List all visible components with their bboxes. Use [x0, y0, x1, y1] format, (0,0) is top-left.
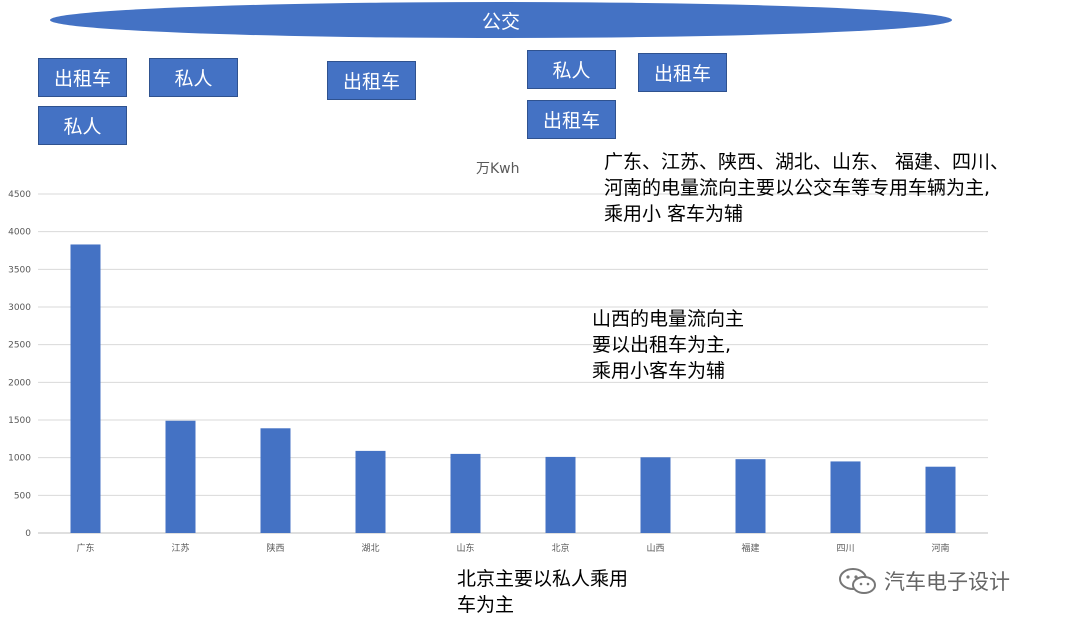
note-line: 广东、江苏、陕西、湖北、山东、 福建、四川、: [604, 151, 1010, 173]
x-tick-label: 江苏: [171, 542, 189, 554]
x-tick-label: 山东: [456, 542, 474, 554]
y-tick-label: 4500: [8, 190, 31, 200]
y-tick-label: 1500: [8, 416, 31, 426]
header-label: 公交: [481, 10, 520, 33]
bar: [70, 244, 101, 533]
note-bus-provinces: 广东、江苏、陕西、湖北、山东、 福建、四川、 河南的电量流向主要以公交车等专用车…: [604, 149, 1009, 227]
note-line: 河南的电量流向主要以公交车等专用车辆为主,: [604, 177, 991, 199]
y-tick-label: 3500: [8, 265, 31, 275]
note-line: 乘用小 客车为辅: [604, 203, 744, 225]
tag-taxi: 出租车: [638, 53, 727, 92]
header-ellipse: 公交: [50, 2, 952, 38]
bar: [450, 453, 481, 533]
x-tick-label: 北京: [551, 542, 569, 554]
note-shanxi: 山西的电量流向主 要以出租车为主, 乘用小客车为辅: [592, 306, 744, 384]
tag-private: 私人: [149, 58, 238, 97]
y-tick-label: 2500: [8, 341, 31, 351]
bar: [545, 456, 576, 533]
tag-taxi: 出租车: [527, 100, 616, 139]
y-tick-label: 500: [14, 491, 31, 501]
bar: [355, 450, 386, 533]
y-tick-label: 2000: [8, 378, 31, 388]
x-tick-label: 河南: [931, 542, 949, 554]
note-line: 乘用小客车为辅: [592, 360, 726, 382]
y-tick-label: 4000: [8, 228, 31, 238]
bar: [735, 459, 766, 533]
tag-private: 私人: [38, 106, 127, 145]
x-tick-label: 广东: [76, 542, 94, 554]
note-line: 山西的电量流向主: [592, 308, 745, 330]
y-tick-label: 3000: [8, 303, 31, 313]
watermark-text: 汽车电子设计: [884, 570, 1010, 594]
bar: [640, 457, 671, 533]
bar: [925, 466, 956, 533]
x-tick-label: 四川: [836, 544, 854, 554]
x-tick-label: 福建: [741, 542, 759, 554]
tag-taxi: 出租车: [38, 58, 127, 97]
bar: [830, 461, 861, 533]
tag-private: 私人: [527, 50, 616, 89]
x-tick-label: 山西: [646, 543, 664, 554]
x-tick-label: 陕西: [266, 542, 284, 554]
note-line: 要以出租车为主,: [592, 334, 732, 356]
y-tick-label: 1000: [8, 454, 31, 464]
wechat-icon: [839, 568, 876, 594]
y-tick-label: 0: [25, 529, 31, 539]
note-line: 车为主: [457, 594, 515, 616]
chart-unit-label: 万Kwh: [476, 161, 520, 177]
watermark: 汽车电子设计: [838, 566, 1010, 596]
bar: [260, 428, 291, 533]
tag-taxi: 出租车: [327, 61, 416, 100]
bar: [165, 420, 196, 533]
note-beijing: 北京主要以私人乘用 车为主: [457, 566, 628, 618]
x-tick-label: 湖北: [361, 543, 379, 554]
note-line: 北京主要以私人乘用: [457, 568, 629, 590]
